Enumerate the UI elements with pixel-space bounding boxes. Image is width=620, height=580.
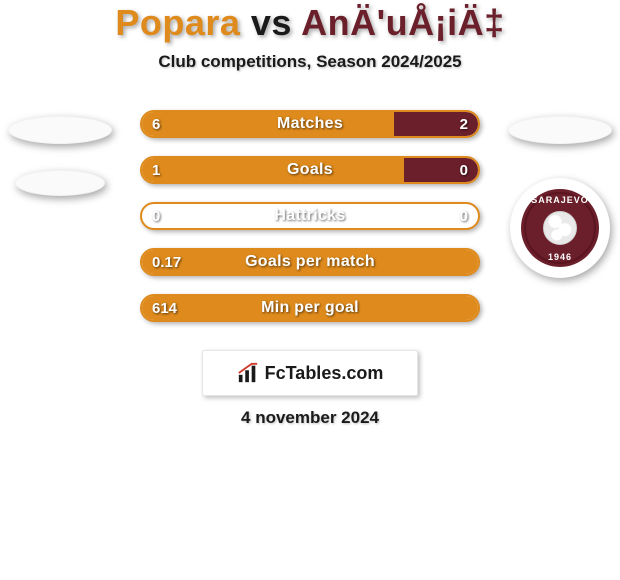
title-left: Popara xyxy=(115,2,240,43)
comparison-bars: 62Matches 10Goals 00Hattricks 0.17Goals per… xyxy=(140,110,480,340)
header: Popara vs AnÄ'uÅ¡iÄ‡ Club competitions, … xyxy=(0,0,620,72)
stat-label: Hattricks xyxy=(142,204,478,228)
right-club-crest: SARAJEVO 1946 xyxy=(510,178,610,278)
title-vs: vs xyxy=(240,2,301,43)
stat-label: Min per goal xyxy=(142,296,478,320)
crest-text-top: SARAJEVO xyxy=(531,195,589,205)
crest-shield: SARAJEVO 1946 xyxy=(521,189,599,267)
stat-row: 10Goals xyxy=(140,156,480,184)
crest-year: 1946 xyxy=(548,252,572,262)
subtitle: Club competitions, Season 2024/2025 xyxy=(0,52,620,72)
left-club-crest-placeholder xyxy=(8,116,112,144)
stat-label: Goals per match xyxy=(142,250,478,274)
date-text: 4 november 2024 xyxy=(0,408,620,428)
stat-label: Goals xyxy=(142,158,478,182)
stat-row: 0.17Goals per match xyxy=(140,248,480,276)
page-title: Popara vs AnÄ'uÅ¡iÄ‡ xyxy=(115,2,504,44)
crest-ball-icon xyxy=(543,211,577,245)
brand-badge: FcTables.com xyxy=(202,350,418,396)
right-club-column: SARAJEVO 1946 xyxy=(500,110,620,278)
brand-text: FcTables.com xyxy=(265,363,384,384)
stat-row: 00Hattricks xyxy=(140,202,480,230)
left-club-crest-placeholder-2 xyxy=(15,170,105,196)
brand-bars-icon xyxy=(237,362,259,384)
right-club-crest-placeholder xyxy=(508,116,612,144)
left-club-column xyxy=(0,110,120,196)
stat-label: Matches xyxy=(142,112,478,136)
stat-row: 62Matches xyxy=(140,110,480,138)
stat-row: 614Min per goal xyxy=(140,294,480,322)
title-right: AnÄ'uÅ¡iÄ‡ xyxy=(301,2,505,43)
